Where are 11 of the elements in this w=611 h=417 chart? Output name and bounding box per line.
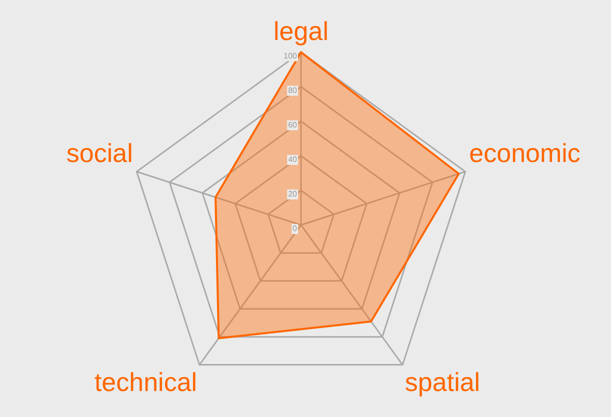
y-tick-label: 40 — [288, 155, 298, 164]
y-tick-label: 20 — [288, 190, 298, 199]
y-tick-label: 100 — [284, 51, 298, 60]
spoke-label: social — [66, 138, 133, 168]
y-tick-label: 0 — [292, 224, 298, 234]
spoke-label: technical — [94, 366, 198, 397]
spoke-label: spatial — [404, 366, 480, 397]
y-tick-label: 60 — [288, 120, 298, 130]
spoke-label: economic — [469, 138, 580, 168]
y-tick-label: 80 — [288, 86, 298, 95]
spoke-label: legal — [274, 16, 328, 46]
